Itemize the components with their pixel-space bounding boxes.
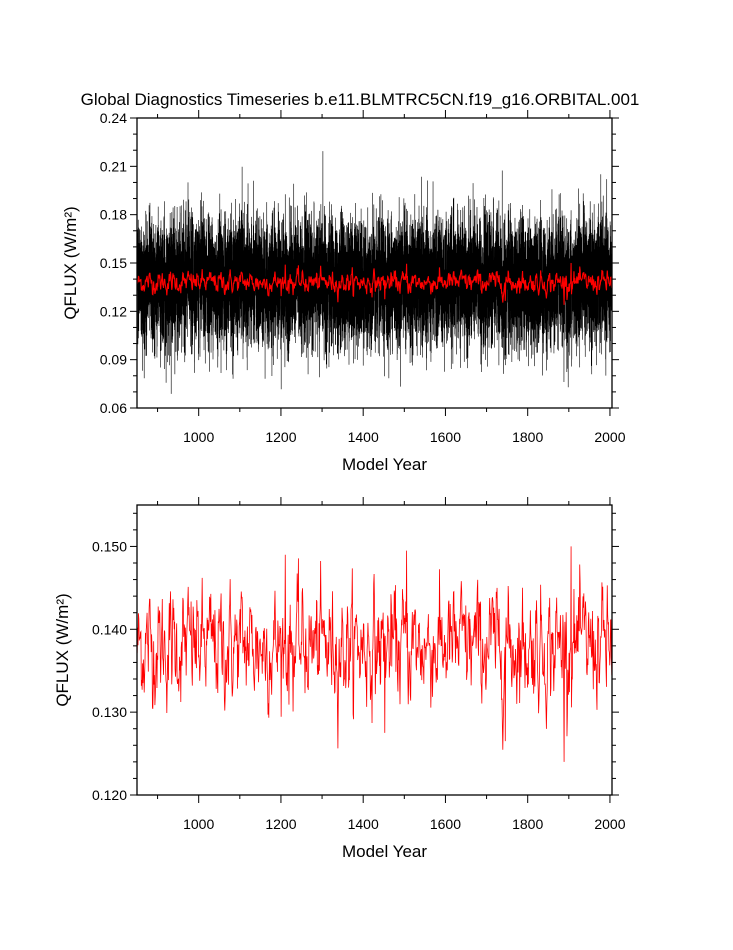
x-tick-label: 1600 [430,816,461,832]
x-tick-label: 2000 [594,816,625,832]
x-tick-label: 1000 [183,429,214,445]
y-axis-label: QFLUX (W/m²) [53,593,72,706]
y-tick-label: 0.24 [100,110,127,126]
y-tick-label: 0.130 [92,704,127,720]
y-tick-label: 0.140 [92,621,127,637]
y-tick-label: 0.18 [100,207,127,223]
x-tick-label: 1400 [348,429,379,445]
chart-title: Global Diagnostics Timeseries b.e11.BLMT… [81,90,640,109]
y-tick-label: 0.150 [92,538,127,554]
plot-area [137,151,612,394]
x-tick-label: 1400 [348,816,379,832]
x-axis-label: Model Year [342,842,427,861]
x-tick-label: 1200 [265,429,296,445]
bottom-panel: 1000 1200 1400 1600 1800 2000 0.120 0.130 0.140 0… [53,497,626,861]
x-tick-label: 1600 [430,429,461,445]
series-line-annual [137,262,612,305]
y-tick-label: 0.21 [100,158,127,174]
y-axis-label: QFLUX (W/m²) [61,206,80,319]
y-tick-label: 0.120 [92,787,127,803]
plot-frame [136,504,613,796]
x-tick-label: 1000 [183,816,214,832]
y-tick-label: 0.09 [100,352,127,368]
top-panel: 1000 1200 1400 1600 1800 2000 0.06 0.09 0.12 0.15… [61,110,626,474]
series-line-monthly [137,151,612,394]
x-tick-label: 2000 [594,429,625,445]
x-tick-label: 1800 [512,816,543,832]
y-tick-label: 0.12 [100,303,127,319]
x-tick-label: 1800 [512,429,543,445]
series-line-annual [137,546,612,762]
y-tick-label: 0.15 [100,255,127,271]
plot-area [137,546,612,762]
y-tick-label: 0.06 [100,400,127,416]
x-axis-label: Model Year [342,455,427,474]
x-tick-label: 1200 [265,816,296,832]
